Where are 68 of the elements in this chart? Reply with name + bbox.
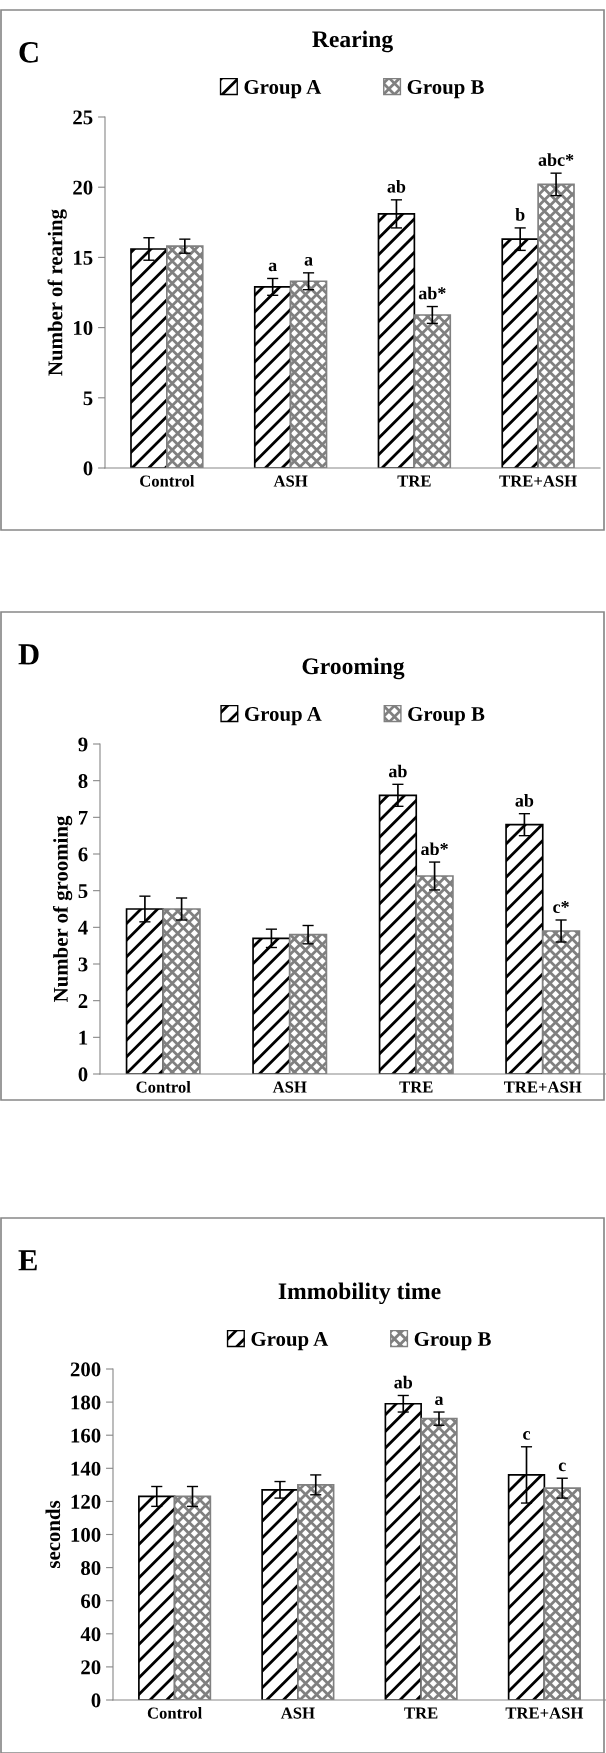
data-label: b bbox=[515, 208, 525, 221]
x-tick-label: ASH bbox=[273, 475, 308, 487]
x-tick-label: TRE bbox=[397, 475, 431, 487]
y-tick-label: 180 bbox=[71, 1395, 101, 1410]
x-tick-label: TRE+ASH bbox=[499, 475, 577, 487]
y-tick-label: 10 bbox=[74, 320, 93, 336]
data-label: c bbox=[523, 1431, 531, 1440]
y-tick-label: 0 bbox=[83, 461, 93, 476]
y-tick-label: 20 bbox=[81, 1660, 101, 1675]
data-label: ab bbox=[515, 793, 534, 807]
y-tick-label: 120 bbox=[71, 1494, 101, 1509]
y-axis-title: seconds bbox=[45, 1500, 61, 1569]
y-tick-label: 3 bbox=[78, 957, 88, 972]
y-tick-label: 15 bbox=[74, 250, 93, 265]
x-tick-label: Control bbox=[140, 474, 195, 487]
data-label: a bbox=[435, 1396, 444, 1406]
y-tick-label: 4 bbox=[78, 920, 88, 935]
chart-title: Immobility time bbox=[278, 1282, 441, 1305]
data-label: c bbox=[558, 1462, 566, 1472]
chart-title: Rearing bbox=[312, 30, 393, 53]
legend-label: Group B bbox=[414, 1332, 491, 1351]
x-tick-label: ASH bbox=[272, 1081, 307, 1093]
text: D bbox=[18, 644, 39, 665]
legend-label: Group B bbox=[407, 80, 484, 99]
y-tick-label: 6 bbox=[78, 847, 88, 862]
text: C bbox=[19, 42, 38, 63]
x-tick-label: ASH bbox=[280, 1707, 315, 1719]
x-tick-label: TRE bbox=[404, 1707, 438, 1719]
y-tick-label: 0 bbox=[78, 1067, 88, 1082]
x-tick-label: TRE+ASH bbox=[505, 1707, 584, 1719]
x-tick-label: Control bbox=[136, 1080, 191, 1093]
y-tick-label: 20 bbox=[73, 180, 93, 195]
x-tick-label: TRE+ASH bbox=[503, 1081, 582, 1093]
y-tick-label: 60 bbox=[81, 1594, 101, 1609]
data-label: ab* bbox=[418, 286, 446, 300]
y-tick-label: 40 bbox=[80, 1627, 101, 1642]
y-axis-title: Number of grooming bbox=[52, 815, 73, 1002]
data-label: ab bbox=[394, 1375, 413, 1389]
data-label: a bbox=[268, 262, 277, 272]
x-tick-label: Control bbox=[147, 1706, 202, 1719]
y-tick-label: 5 bbox=[83, 391, 93, 406]
y-tick-label: 100 bbox=[71, 1527, 101, 1542]
chart-title: Grooming bbox=[302, 657, 405, 680]
y-tick-label: 80 bbox=[81, 1560, 101, 1576]
legend-label: Group A bbox=[244, 707, 322, 726]
y-tick-label: 140 bbox=[71, 1461, 101, 1476]
legend-label: Group B bbox=[408, 707, 485, 726]
legend-label: Group A bbox=[251, 1332, 329, 1351]
data-label: ab bbox=[388, 764, 407, 778]
data-label: a bbox=[304, 257, 313, 266]
x-tick-label: TRE bbox=[399, 1081, 433, 1093]
data-label: abc* bbox=[538, 153, 574, 166]
y-tick-label: 200 bbox=[70, 1362, 101, 1377]
y-tick-label: 2 bbox=[78, 994, 88, 1008]
y-axis-title: Number of rearing bbox=[47, 209, 67, 376]
y-tick-label: 7 bbox=[78, 810, 88, 825]
y-tick-label: 9 bbox=[78, 737, 88, 752]
data-label: c* bbox=[553, 900, 569, 914]
legend-label: Group A bbox=[244, 80, 322, 99]
y-tick-label: 160 bbox=[71, 1428, 101, 1443]
data-label: ab bbox=[387, 179, 406, 193]
y-tick-label: 0 bbox=[91, 1693, 101, 1708]
y-tick-label: 5 bbox=[78, 884, 88, 899]
y-tick-label: 8 bbox=[78, 774, 88, 789]
y-tick-label: 1 bbox=[79, 1030, 88, 1045]
data-label: ab* bbox=[421, 842, 448, 856]
y-tick-label: 25 bbox=[73, 110, 93, 125]
text: E bbox=[18, 1250, 37, 1271]
